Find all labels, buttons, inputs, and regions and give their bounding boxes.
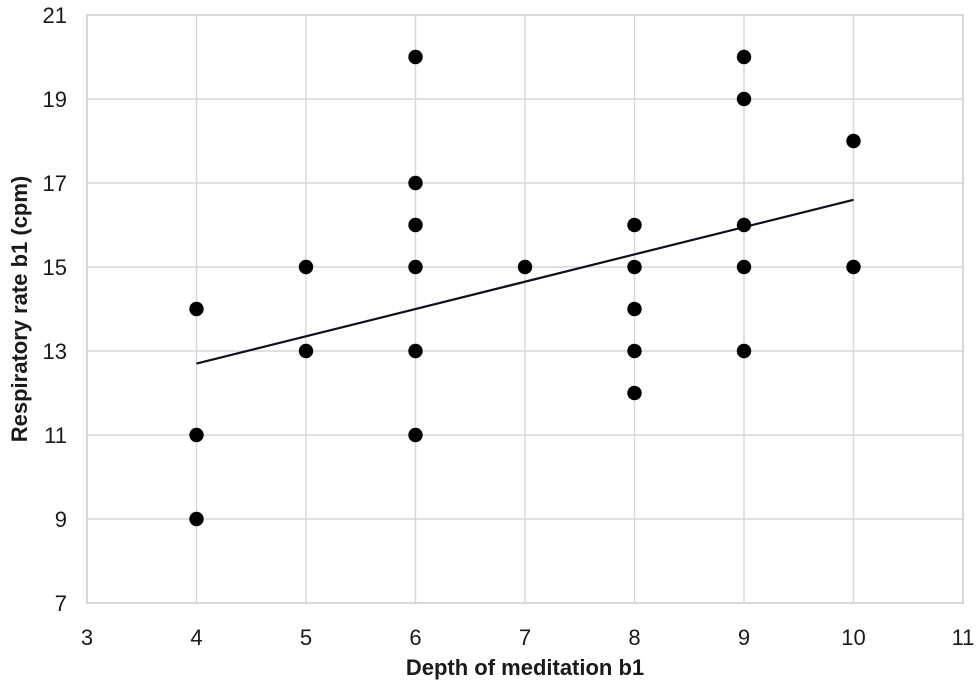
x-tick-label: 5: [300, 625, 312, 650]
data-point: [408, 49, 423, 65]
x-tick-label: 4: [190, 625, 202, 650]
y-tick-label: 21: [43, 3, 67, 28]
data-point: [408, 259, 423, 275]
y-tick-label: 19: [43, 87, 67, 112]
x-tick-label: 9: [738, 625, 750, 650]
y-tick-label: 11: [44, 423, 67, 448]
data-point: [627, 343, 642, 359]
y-tick-label: 9: [55, 507, 67, 532]
y-tick-label: 15: [43, 255, 67, 280]
data-point: [627, 217, 642, 233]
data-point: [736, 49, 752, 65]
data-point: [408, 175, 423, 191]
data-point: [846, 259, 861, 275]
x-tick-label: 6: [409, 625, 421, 650]
data-point: [517, 259, 533, 275]
plot-border: [86, 14, 964, 604]
y-tick-label: 17: [43, 171, 67, 196]
data-point: [736, 343, 752, 359]
data-point: [189, 301, 204, 317]
x-tick-label: 7: [519, 625, 531, 650]
data-point: [408, 343, 423, 359]
x-axis-title: Depth of meditation b1: [405, 655, 645, 680]
data-point: [298, 259, 314, 275]
data-point: [189, 427, 204, 443]
data-point: [627, 385, 642, 401]
data-point: [189, 511, 204, 527]
x-tick-label: 3: [81, 625, 93, 650]
data-point: [846, 133, 861, 149]
data-point: [736, 217, 752, 233]
y-tick-label: 7: [55, 591, 67, 616]
data-point: [298, 343, 314, 359]
data-point: [408, 427, 423, 443]
data-point: [736, 259, 752, 275]
data-point: [736, 91, 752, 107]
data-point: [627, 301, 642, 317]
y-axis-title: Respiratory rate b1 (cpm): [7, 175, 32, 443]
x-tick-label: 10: [841, 625, 865, 650]
data-point: [627, 259, 642, 275]
x-tick-label: 8: [628, 625, 640, 650]
y-tick-label: 13: [43, 339, 67, 364]
data-point: [408, 217, 423, 233]
x-tick-label: 11: [952, 625, 975, 650]
